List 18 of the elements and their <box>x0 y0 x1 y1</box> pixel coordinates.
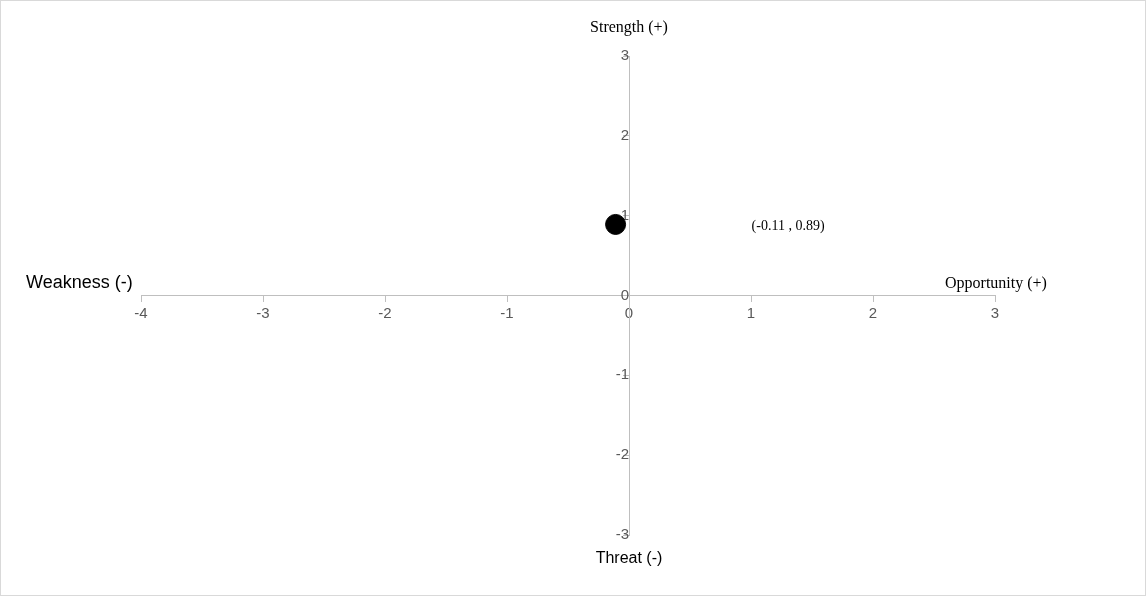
text: Threat (-) <box>595 549 663 567</box>
y-tick-label: 0 <box>620 285 629 303</box>
annotation: Opportunity (+) <box>945 273 1047 292</box>
x-tick-label: 1 <box>746 303 756 321</box>
x-tick-label: -2 <box>378 303 392 321</box>
y-tick-label: -2 <box>615 445 629 463</box>
x-tick-label: -4 <box>134 303 148 321</box>
y-tick-label: 3 <box>620 46 629 64</box>
x-tick-label: -1 <box>500 303 514 321</box>
x-tick-label: 2 <box>868 303 878 321</box>
annotation: (-0.11 , 0.89) <box>751 217 825 234</box>
text: Strength (+) <box>590 18 668 37</box>
x-tick-label: 3 <box>990 303 1000 321</box>
x-tick-label: -3 <box>256 303 270 321</box>
text: Weakness (-) <box>26 272 133 293</box>
y-tick-label: -1 <box>615 365 629 383</box>
y-tick-label: -3 <box>615 525 629 543</box>
y-tick-label: 2 <box>620 125 629 143</box>
